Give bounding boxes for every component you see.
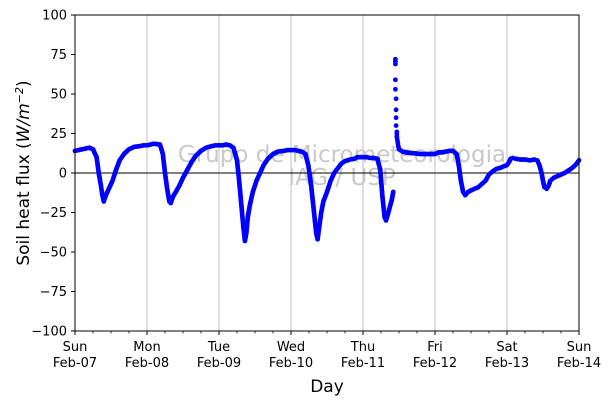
x-tick-label-day: Sat: [496, 340, 517, 355]
y-axis-title-unit: W/m: [14, 103, 34, 142]
x-tick-label-day: Sun: [567, 340, 592, 355]
x-tick-label-date: Feb-09: [197, 356, 241, 371]
data-point: [393, 96, 399, 102]
y-tick-label: −50: [40, 246, 67, 261]
y-tick-label: 100: [42, 9, 67, 24]
x-tick-label-day: Sun: [63, 340, 88, 355]
x-axis-title: Day: [310, 377, 344, 397]
y-tick-label: 0: [59, 167, 67, 182]
x-tick-label-day: Mon: [133, 340, 160, 355]
x-tick-label-date: Feb-08: [125, 356, 169, 371]
y-tick-label: 75: [50, 48, 67, 63]
data-point: [393, 107, 399, 113]
x-tick-label-date: Feb-11: [341, 356, 385, 371]
y-axis-title-text: Soil heat flux (: [14, 142, 34, 265]
data-point: [393, 86, 398, 92]
x-tick-label-day: Fri: [427, 340, 443, 355]
x-tick-label-date: Feb-13: [485, 356, 529, 371]
x-tick-label-day: Tue: [207, 340, 230, 355]
data-points: [72, 56, 582, 244]
x-tick-label-day: Wed: [277, 340, 305, 355]
y-axis-title: Soil heat flux (W/m−2): [13, 80, 35, 265]
y-axis: −100 −75 −50 −25 0 25 50 75 100: [31, 9, 75, 340]
data-point: [390, 189, 396, 195]
y-tick-label: 50: [50, 88, 67, 103]
x-tick-label-date: Feb-12: [413, 356, 457, 371]
y-tick-label: −25: [40, 206, 67, 221]
x-tick-label-date: Feb-14: [557, 356, 601, 371]
x-tick-label-date: Feb-07: [53, 356, 97, 371]
y-tick-label: −100: [31, 325, 67, 340]
x-tick-label-date: Feb-10: [269, 356, 313, 371]
data-point: [393, 123, 399, 128]
y-axis-title-exponent: −2: [13, 87, 26, 103]
y-axis-title-close: ): [14, 80, 34, 87]
data-point: [393, 115, 399, 121]
x-tick-label-day: Thu: [350, 340, 375, 355]
y-tick-label: 25: [50, 127, 67, 142]
data-point: [393, 77, 398, 83]
data-point: [393, 61, 398, 67]
x-axis: SunFeb-07MonFeb-08TueFeb-09WedFeb-10ThuF…: [53, 331, 601, 371]
y-tick-label: −75: [40, 285, 67, 300]
